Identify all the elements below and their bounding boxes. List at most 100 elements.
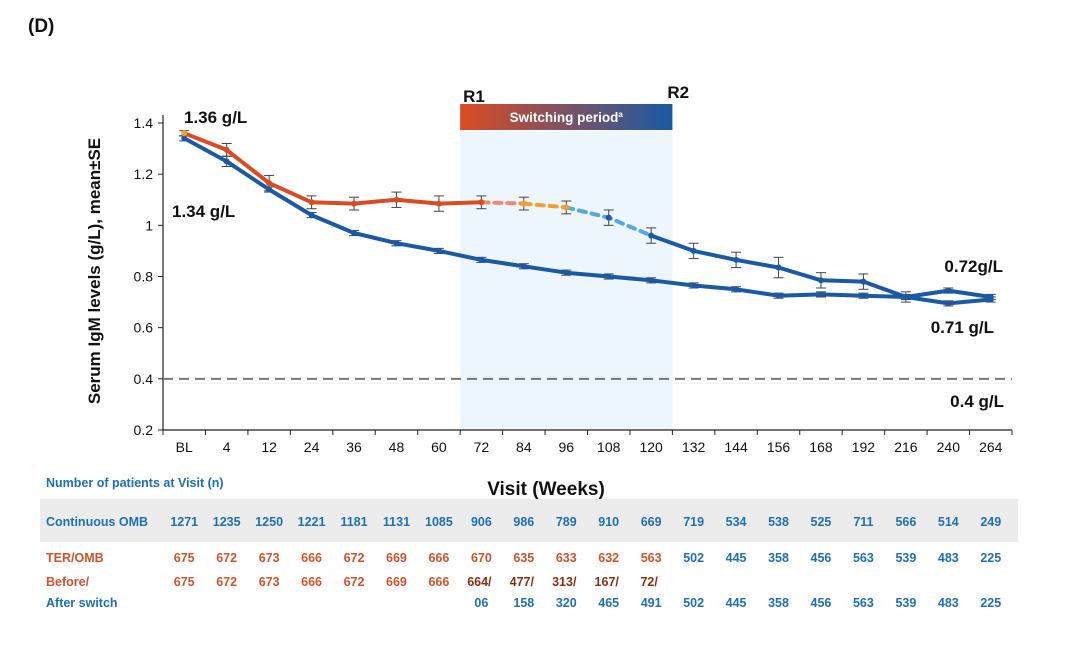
table-cell: 538 <box>768 515 789 529</box>
table-row-label: Continuous OMB <box>46 515 148 529</box>
x-tick-label: 60 <box>431 439 447 455</box>
table-cell-after: 225 <box>980 596 1001 610</box>
table-cell: 669 <box>641 515 662 529</box>
table-cell: 563 <box>853 551 874 565</box>
table-cell-before: 672 <box>344 575 365 589</box>
table-cell: 719 <box>683 515 704 529</box>
table-cell: 483 <box>938 551 959 565</box>
table-cell: 635 <box>513 551 534 565</box>
ter-omb-point <box>860 278 867 285</box>
ter-omb-line-switch-2 <box>521 201 569 210</box>
continuous-omb-point <box>605 273 612 280</box>
x-tick-label: 24 <box>304 439 320 455</box>
table-cell: 711 <box>853 515 873 529</box>
table-cell: 632 <box>598 551 619 565</box>
table-cell: 986 <box>513 515 534 529</box>
ter-omb-point <box>266 180 273 187</box>
y-tick-label: 1.4 <box>134 115 154 131</box>
table-cell: 666 <box>301 551 322 565</box>
continuous-omb-point <box>817 291 824 298</box>
x-tick-label: 4 <box>223 439 231 455</box>
x-tick-label: 120 <box>639 439 663 455</box>
table-cell-after: 539 <box>895 596 916 610</box>
table-cell-after: 06 <box>474 596 488 610</box>
ter-omb-point <box>308 199 315 206</box>
ter-omb-point <box>902 293 909 300</box>
table-cell: 502 <box>683 551 704 565</box>
table-title: Number of patients at Visit (n) <box>46 476 224 490</box>
x-tick-label: 36 <box>346 439 362 455</box>
switching-period-banner <box>460 104 673 130</box>
continuous-omb-point <box>860 292 867 299</box>
x-tick-label: 192 <box>852 439 876 455</box>
x-axis-title: Visit (Weeks) <box>487 479 605 500</box>
ter-omb-point <box>563 204 570 211</box>
table-row-label: TER/OMB <box>46 551 104 565</box>
r1-label: R1 <box>463 87 485 106</box>
table-cell: 563 <box>641 551 662 565</box>
table-cell: 672 <box>344 551 365 565</box>
continuous-omb-line <box>182 136 993 299</box>
x-tick-label: 168 <box>809 439 833 455</box>
table-cell: 1131 <box>383 515 410 529</box>
continuous-omb-point <box>435 247 442 254</box>
annotation-bl-continuous: 1.34 g/L <box>172 202 235 221</box>
table-cell: 675 <box>174 551 195 565</box>
r2-label: R2 <box>667 83 689 102</box>
y-tick-label: 1.2 <box>134 166 154 182</box>
table-cell-after: 358 <box>768 596 789 610</box>
table-cell: 1250 <box>255 515 283 529</box>
table-cell-before: 72/ <box>640 575 658 589</box>
table-cell: 669 <box>386 551 407 565</box>
table-cell: 633 <box>556 551 577 565</box>
table-row-label-after: After switch <box>46 596 118 610</box>
table-row-label-before: Before/ <box>46 575 90 589</box>
table-cell-before: 167/ <box>595 575 620 589</box>
ter-omb-point <box>605 214 612 221</box>
x-tick-label: 72 <box>474 439 490 455</box>
table-cell-after: 456 <box>811 596 832 610</box>
table-cell-before: 477/ <box>510 575 535 589</box>
table-cell: 1271 <box>170 515 198 529</box>
table-cell-after: 465 <box>598 596 619 610</box>
x-tick-label: 132 <box>682 439 706 455</box>
continuous-omb-point <box>308 212 315 219</box>
table-cell-before: 669 <box>386 575 407 589</box>
ter-omb-point <box>648 232 655 239</box>
table-cell: 514 <box>938 515 959 529</box>
continuous-omb-point <box>648 277 655 284</box>
table-cell: 534 <box>726 515 747 529</box>
table-cell-before: 666 <box>301 575 322 589</box>
table-cell: 566 <box>895 515 916 529</box>
ter-omb-point <box>690 247 697 254</box>
table-cell: 525 <box>811 515 832 529</box>
y-tick-label: 0.8 <box>134 269 154 285</box>
ter-omb-line-switch-1 <box>479 200 526 206</box>
ter-omb-point <box>478 199 485 206</box>
x-tick-label: 84 <box>516 439 532 455</box>
table-cell: 249 <box>980 515 1001 529</box>
continuous-omb-point <box>563 269 570 276</box>
y-tick-label: 0.6 <box>134 320 154 336</box>
ter-omb-point <box>945 300 952 307</box>
table-cell-before: 666 <box>428 575 449 589</box>
continuous-omb-point <box>733 286 740 293</box>
ter-omb-point <box>351 200 358 207</box>
table-cell-before: 313/ <box>552 575 577 589</box>
x-tick-label: 156 <box>767 439 791 455</box>
table-cell-before: 673 <box>259 575 280 589</box>
continuous-omb-point <box>478 256 485 263</box>
annotation-end-ter: 0.72g/L <box>944 257 1003 276</box>
ter-omb-point <box>393 196 400 203</box>
y-tick-label: 0.4 <box>134 371 154 387</box>
annotation-end-continuous: 0.71 g/L <box>931 318 994 337</box>
table-cell: 789 <box>556 515 577 529</box>
table-band <box>40 499 1018 542</box>
y-tick-label: 1 <box>145 217 153 233</box>
ter-omb-point <box>520 200 527 207</box>
x-tick-label: 12 <box>261 439 277 455</box>
table-cell: 670 <box>471 551 492 565</box>
table-cell: 539 <box>895 551 916 565</box>
switching-period-label: Switching perioda <box>510 110 624 125</box>
